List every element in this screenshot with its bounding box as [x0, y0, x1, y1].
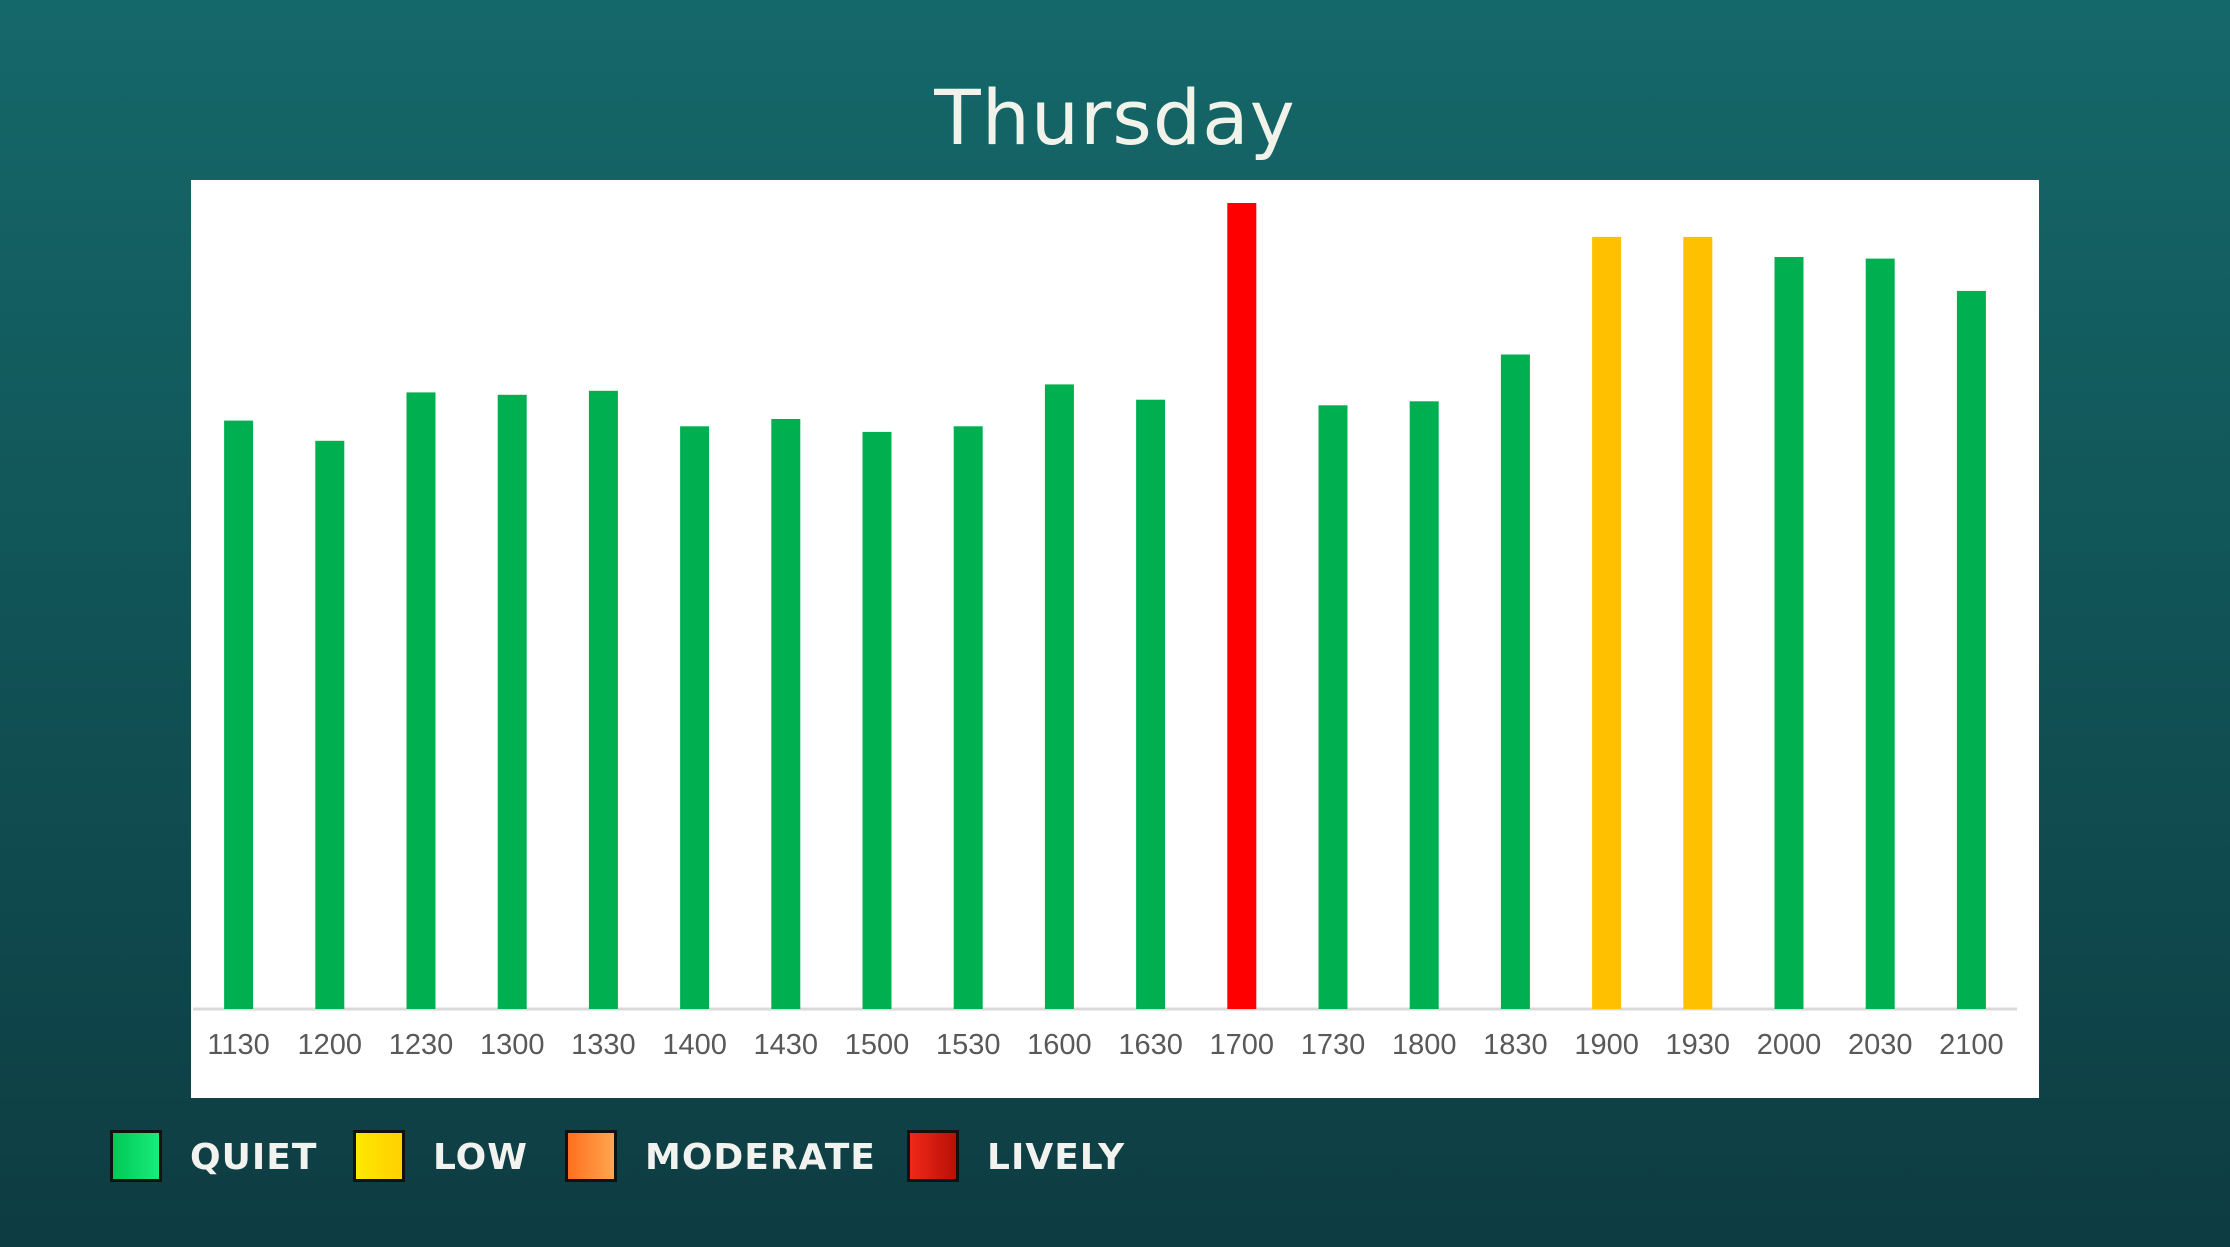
tick-label-1330: 1330	[571, 1029, 636, 1061]
bar-1300	[497, 394, 527, 1009]
tick-label-1830: 1830	[1483, 1029, 1548, 1061]
bar-2100	[1956, 290, 1986, 1009]
tick-label-1230: 1230	[389, 1029, 454, 1061]
legend-swatch-low	[353, 1130, 405, 1182]
bar-1400	[680, 426, 710, 1009]
tick-label-1400: 1400	[662, 1029, 727, 1061]
bar-1900	[1592, 236, 1622, 1009]
bar-1630	[1136, 399, 1166, 1009]
bar-1330	[588, 390, 618, 1009]
chart-title: Thursday	[934, 73, 1296, 162]
tick-label-1200: 1200	[298, 1029, 363, 1061]
legend-label-lively: LIVELY	[987, 1137, 1126, 1178]
legend-label-moderate: MODERATE	[645, 1137, 876, 1178]
tick-label-1600: 1600	[1027, 1029, 1092, 1061]
bar-1830	[1500, 354, 1530, 1009]
tick-label-1930: 1930	[1666, 1029, 1731, 1061]
tick-label-1300: 1300	[480, 1029, 545, 1061]
tick-label-1530: 1530	[936, 1029, 1001, 1061]
bar-chart: 1130 1200 1230 1300 1330 1400 1430 1500 1530 1600…	[193, 203, 2017, 1061]
bar-1800	[1409, 401, 1439, 1009]
tick-label-1700: 1700	[1210, 1029, 1275, 1061]
bar-1230	[406, 392, 436, 1009]
bar-1600	[1044, 384, 1074, 1009]
bar-1930	[1683, 236, 1713, 1009]
bar-2000	[1774, 257, 1804, 1009]
tick-label-1500: 1500	[845, 1029, 910, 1061]
bar-1200	[315, 440, 345, 1009]
legend-swatch-quiet	[110, 1130, 162, 1182]
tick-label-1430: 1430	[754, 1029, 819, 1061]
tick-label-1800: 1800	[1392, 1029, 1457, 1061]
legend-swatch-moderate	[565, 1130, 617, 1182]
tick-label-1730: 1730	[1301, 1029, 1366, 1061]
bar-1530	[953, 426, 983, 1009]
bar-1500	[862, 431, 892, 1009]
tick-label-1900: 1900	[1574, 1029, 1639, 1061]
tick-label-1130: 1130	[207, 1029, 269, 1061]
legend-label-low: LOW	[433, 1137, 528, 1178]
bar-1730	[1318, 405, 1348, 1009]
bar-2030	[1865, 258, 1895, 1010]
tick-label-2000: 2000	[1757, 1029, 1822, 1061]
tick-label-1630: 1630	[1118, 1029, 1183, 1061]
tick-label-2030: 2030	[1848, 1029, 1913, 1061]
legend-label-quiet: QUIET	[190, 1137, 318, 1178]
chart-panel: 1130 1200 1230 1300 1330 1400 1430 1500 1530 1600…	[191, 180, 2039, 1098]
bar-1430	[771, 419, 801, 1009]
bar-1130	[224, 420, 254, 1010]
x-tick-labels: 1130 1200 1230 1300 1330 1400 1430 1500 1530 1600…	[207, 1029, 2003, 1061]
bar-1700	[1227, 203, 1257, 1009]
bars-group	[224, 203, 1986, 1010]
legend-swatch-lively	[907, 1130, 959, 1182]
tick-label-2100: 2100	[1939, 1029, 2004, 1061]
